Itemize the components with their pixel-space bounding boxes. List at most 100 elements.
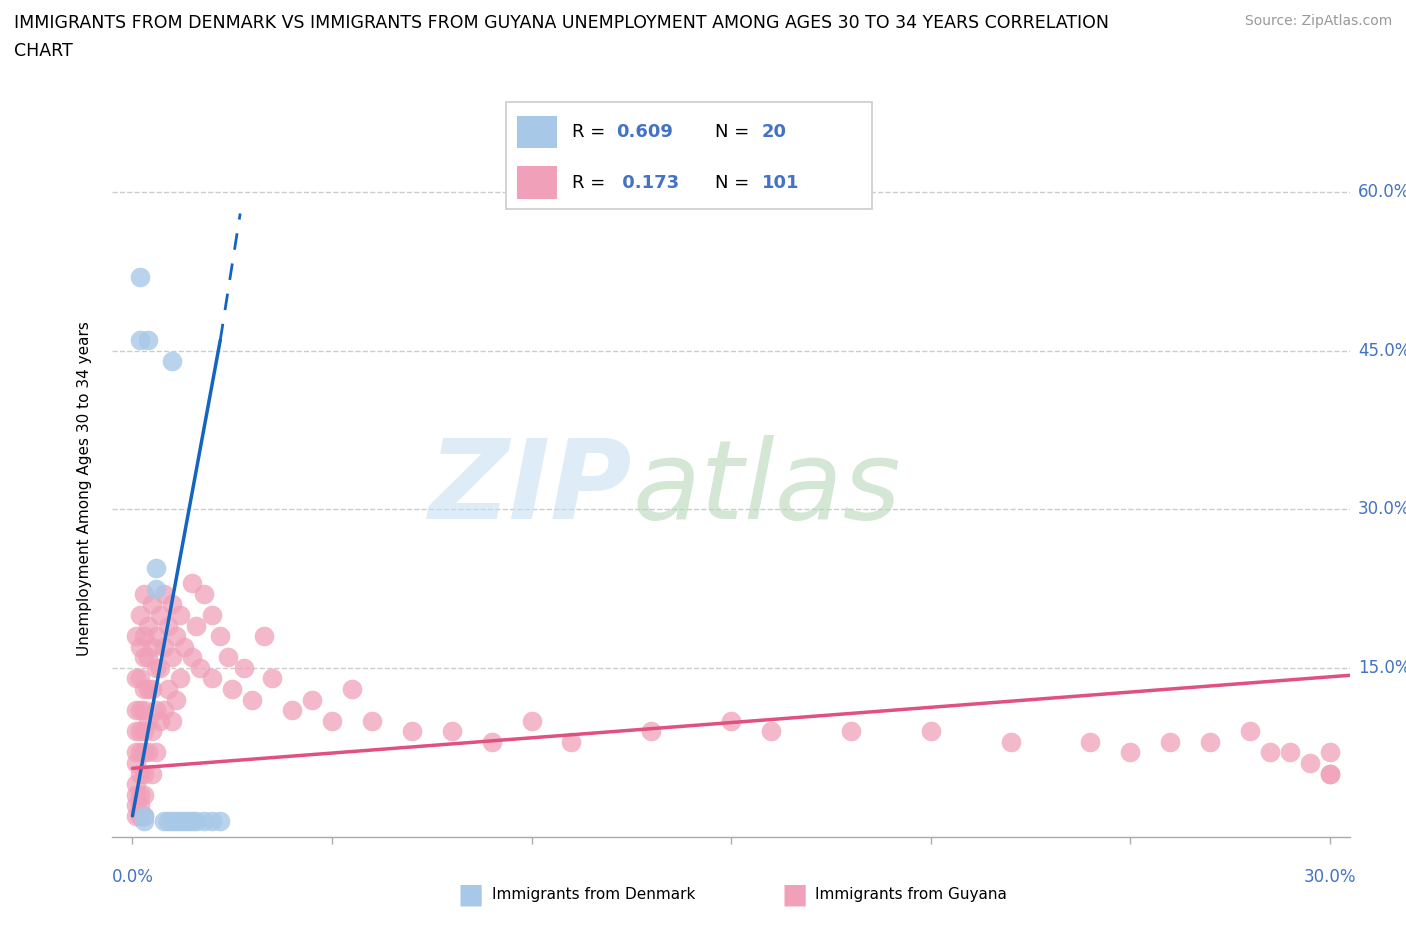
Text: Immigrants from Guyana: Immigrants from Guyana	[815, 887, 1007, 902]
Point	[177, 814, 200, 829]
Point	[134, 808, 156, 823]
Text: Source: ZipAtlas.com: Source: ZipAtlas.com	[1244, 14, 1392, 28]
Point	[759, 724, 782, 738]
Point	[129, 333, 152, 348]
Point	[141, 682, 163, 697]
Text: 20: 20	[762, 124, 787, 141]
Point	[253, 629, 276, 644]
Point	[1119, 745, 1142, 760]
Point	[125, 671, 148, 686]
Text: 0.0%: 0.0%	[111, 868, 153, 885]
Point	[209, 629, 232, 644]
Bar	[517, 116, 557, 148]
Text: CHART: CHART	[14, 42, 73, 60]
Point	[1159, 735, 1181, 750]
Point	[1319, 766, 1341, 781]
Point	[640, 724, 662, 738]
Text: R =: R =	[572, 124, 612, 141]
Point	[233, 660, 256, 675]
Point	[169, 671, 191, 686]
Text: atlas: atlas	[633, 434, 901, 542]
Point	[153, 814, 176, 829]
Point	[401, 724, 423, 738]
Point	[125, 788, 148, 803]
Point	[145, 560, 167, 575]
Point	[129, 270, 152, 285]
Point	[129, 671, 152, 686]
Point	[165, 814, 187, 829]
Point	[134, 650, 156, 665]
Y-axis label: Unemployment Among Ages 30 to 34 years: Unemployment Among Ages 30 to 34 years	[77, 321, 91, 656]
Text: 45.0%: 45.0%	[1358, 342, 1406, 360]
Point	[138, 682, 160, 697]
Point	[141, 597, 163, 612]
Point	[129, 745, 152, 760]
Point	[181, 814, 204, 829]
Point	[145, 660, 167, 675]
Point	[720, 713, 742, 728]
Point	[125, 755, 148, 770]
Point	[125, 745, 148, 760]
Point	[1278, 745, 1301, 760]
Point	[1319, 745, 1341, 760]
Point	[141, 724, 163, 738]
Point	[153, 587, 176, 602]
Point	[129, 798, 152, 813]
Point	[149, 713, 172, 728]
Point	[129, 607, 152, 622]
Point	[165, 629, 187, 644]
Point	[125, 629, 148, 644]
Point	[440, 724, 463, 738]
Text: IMMIGRANTS FROM DENMARK VS IMMIGRANTS FROM GUYANA UNEMPLOYMENT AMONG AGES 30 TO : IMMIGRANTS FROM DENMARK VS IMMIGRANTS FR…	[14, 14, 1109, 32]
Point	[209, 814, 232, 829]
Text: 30.0%: 30.0%	[1303, 868, 1355, 885]
Point	[162, 814, 184, 829]
Point	[181, 650, 204, 665]
Point	[193, 587, 215, 602]
Point	[145, 581, 167, 596]
Point	[125, 703, 148, 718]
Text: 15.0%: 15.0%	[1358, 659, 1406, 677]
Point	[129, 703, 152, 718]
Point	[1319, 766, 1341, 781]
Text: 60.0%: 60.0%	[1358, 183, 1406, 201]
Point	[162, 597, 184, 612]
Point	[186, 814, 208, 829]
Point	[520, 713, 543, 728]
Text: N =: N =	[714, 124, 755, 141]
Point	[134, 814, 156, 829]
Text: 30.0%: 30.0%	[1358, 500, 1406, 518]
Point	[193, 814, 215, 829]
Point	[157, 682, 180, 697]
Point	[149, 660, 172, 675]
Point	[134, 808, 156, 823]
Point	[138, 618, 160, 633]
Point	[145, 629, 167, 644]
Point	[201, 814, 224, 829]
Point	[153, 639, 176, 654]
Point	[125, 777, 148, 791]
Point	[173, 814, 195, 829]
Point	[138, 333, 160, 348]
Point	[125, 724, 148, 738]
Point	[1258, 745, 1281, 760]
Point	[138, 745, 160, 760]
Point	[186, 618, 208, 633]
Point	[240, 692, 263, 707]
Text: ■: ■	[458, 881, 484, 909]
Text: R =: R =	[572, 174, 612, 192]
Point	[221, 682, 243, 697]
Point	[201, 607, 224, 622]
Point	[839, 724, 862, 738]
Point	[145, 703, 167, 718]
Text: ■: ■	[782, 881, 807, 909]
Point	[262, 671, 284, 686]
Point	[1239, 724, 1261, 738]
Point	[165, 692, 187, 707]
Point	[125, 798, 148, 813]
Point	[129, 639, 152, 654]
Point	[169, 814, 191, 829]
Point	[321, 713, 343, 728]
Point	[134, 682, 156, 697]
Point	[920, 724, 942, 738]
